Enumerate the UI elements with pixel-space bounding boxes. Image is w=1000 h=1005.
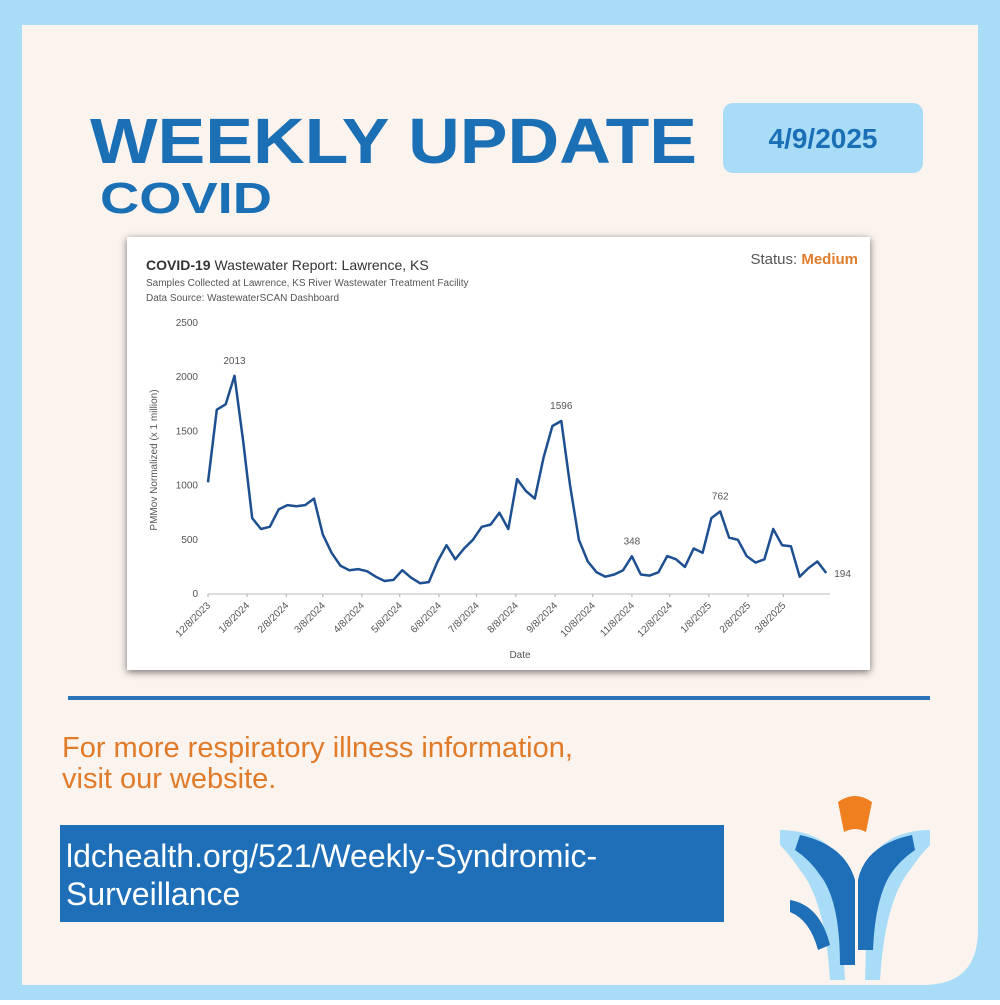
x-axis-label: Date xyxy=(509,650,531,661)
date-box xyxy=(723,103,923,173)
y-tick-label: 500 xyxy=(181,535,198,546)
y-tick-label: 1500 xyxy=(176,426,199,437)
status-value: Medium xyxy=(801,251,858,268)
logo xyxy=(780,796,930,980)
annotation: 194 xyxy=(834,569,851,580)
subtitle: COVID xyxy=(100,174,272,223)
chart-panel xyxy=(127,237,870,670)
link-line[interactable]: ldchealth.org/521/Weekly-Syndromic- xyxy=(66,838,597,874)
footer-line: For more respiratory illness information… xyxy=(62,732,573,764)
annotation: 2013 xyxy=(223,356,246,367)
footer-line: visit our website. xyxy=(62,763,276,795)
link-box[interactable] xyxy=(60,825,724,922)
chart-title: COVID-19 Wastewater Report: Lawrence, KS xyxy=(146,257,429,273)
annotation: 348 xyxy=(624,536,641,547)
annotation: 1596 xyxy=(550,401,573,412)
chart-source: Data Source: WastewaterSCAN Dashboard xyxy=(146,293,339,304)
y-tick-label: 2000 xyxy=(176,372,199,383)
annotation: 762 xyxy=(712,491,729,502)
y-tick-label: 0 xyxy=(192,589,198,600)
chart-title-bold: COVID-19 xyxy=(146,257,211,273)
y-tick-label: 2500 xyxy=(176,318,199,329)
title: WEEKLY UPDATE xyxy=(90,105,697,177)
date: 4/9/2025 xyxy=(769,123,878,154)
chart-title-rest: Wastewater Report: Lawrence, KS xyxy=(214,257,428,273)
data-line xyxy=(206,374,828,585)
status: Status: Medium xyxy=(750,251,858,268)
y-tick-label: 1000 xyxy=(176,481,199,492)
chart-subtitle: Samples Collected at Lawrence, KS River … xyxy=(146,278,469,289)
status-label: Status: xyxy=(750,251,797,268)
y-axis-label: PMMov Normalized (x 1 million) xyxy=(149,389,160,530)
link-line[interactable]: Surveillance xyxy=(66,876,240,912)
